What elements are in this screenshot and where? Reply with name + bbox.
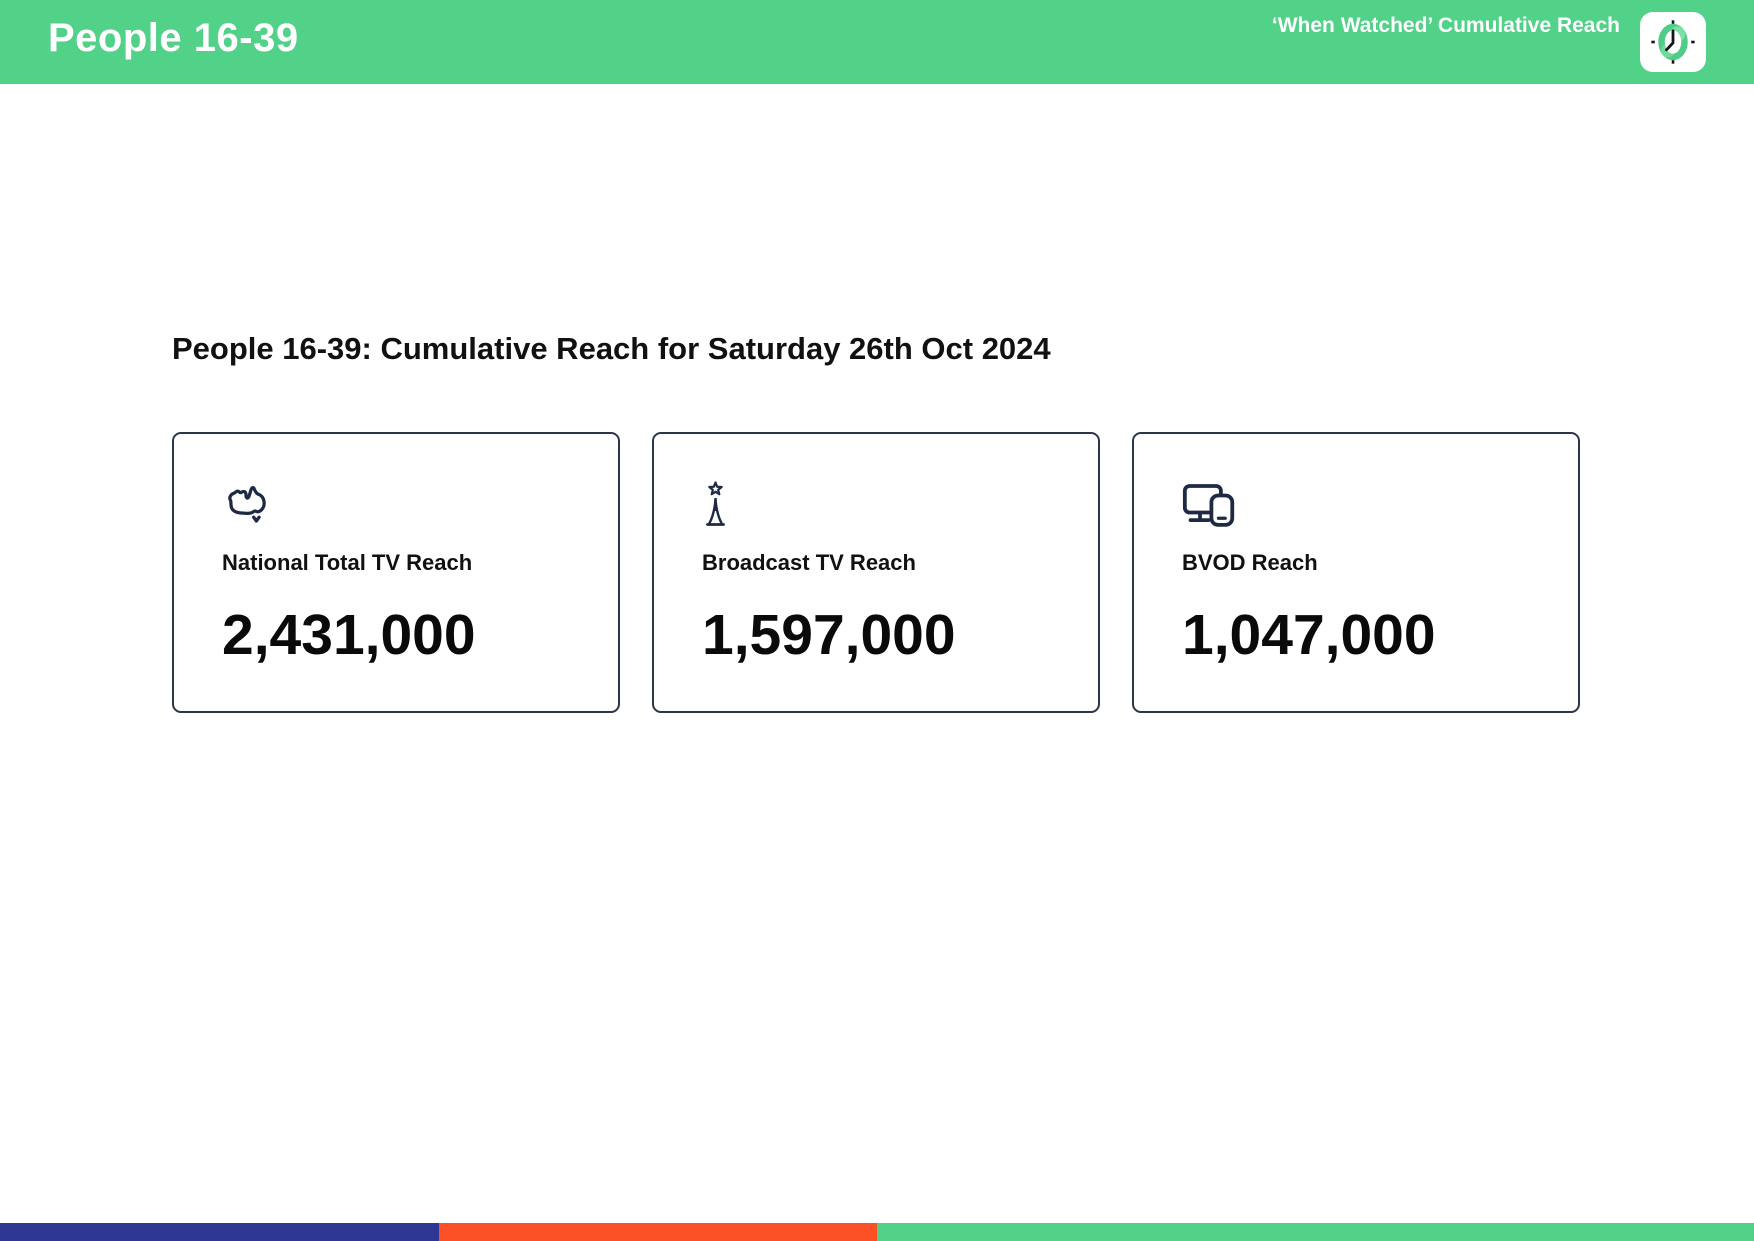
broadcast-tower-icon [702,480,1052,530]
stat-card-broadcast-tv: Broadcast TV Reach 1,597,000 [652,432,1100,713]
stat-card-bvod: BVOD Reach 1,047,000 [1132,432,1580,713]
app-logo [1640,12,1706,72]
footer-bar [0,1223,1754,1241]
stat-value: 1,597,000 [702,603,956,667]
australia-map-icon [222,480,572,530]
stat-value: 2,431,000 [222,603,476,667]
stat-label: Broadcast TV Reach [702,550,916,575]
section-heading: People 16-39: Cumulative Reach for Satur… [172,331,1051,366]
footer-segment-navy [0,1223,439,1241]
header-bar: People 16-39 ‘When Watched’ Cumulative R… [0,0,1754,84]
tv-and-phone-devices-icon [1182,480,1532,530]
stat-label: National Total TV Reach [222,550,473,575]
stat-cards-row: National Total TV Reach 2,431,000 Broadc… [172,432,1580,713]
stat-card-national-total-tv: National Total TV Reach 2,431,000 [172,432,620,713]
clock-icon [1645,16,1701,68]
header-subtitle: ‘When Watched’ Cumulative Reach [1271,14,1620,37]
footer-segment-orange [438,1223,877,1241]
footer-segment-green [877,1223,1754,1241]
stat-label: BVOD Reach [1182,550,1318,575]
stat-value: 1,047,000 [1182,603,1436,667]
page-title: People 16-39 [48,16,299,60]
